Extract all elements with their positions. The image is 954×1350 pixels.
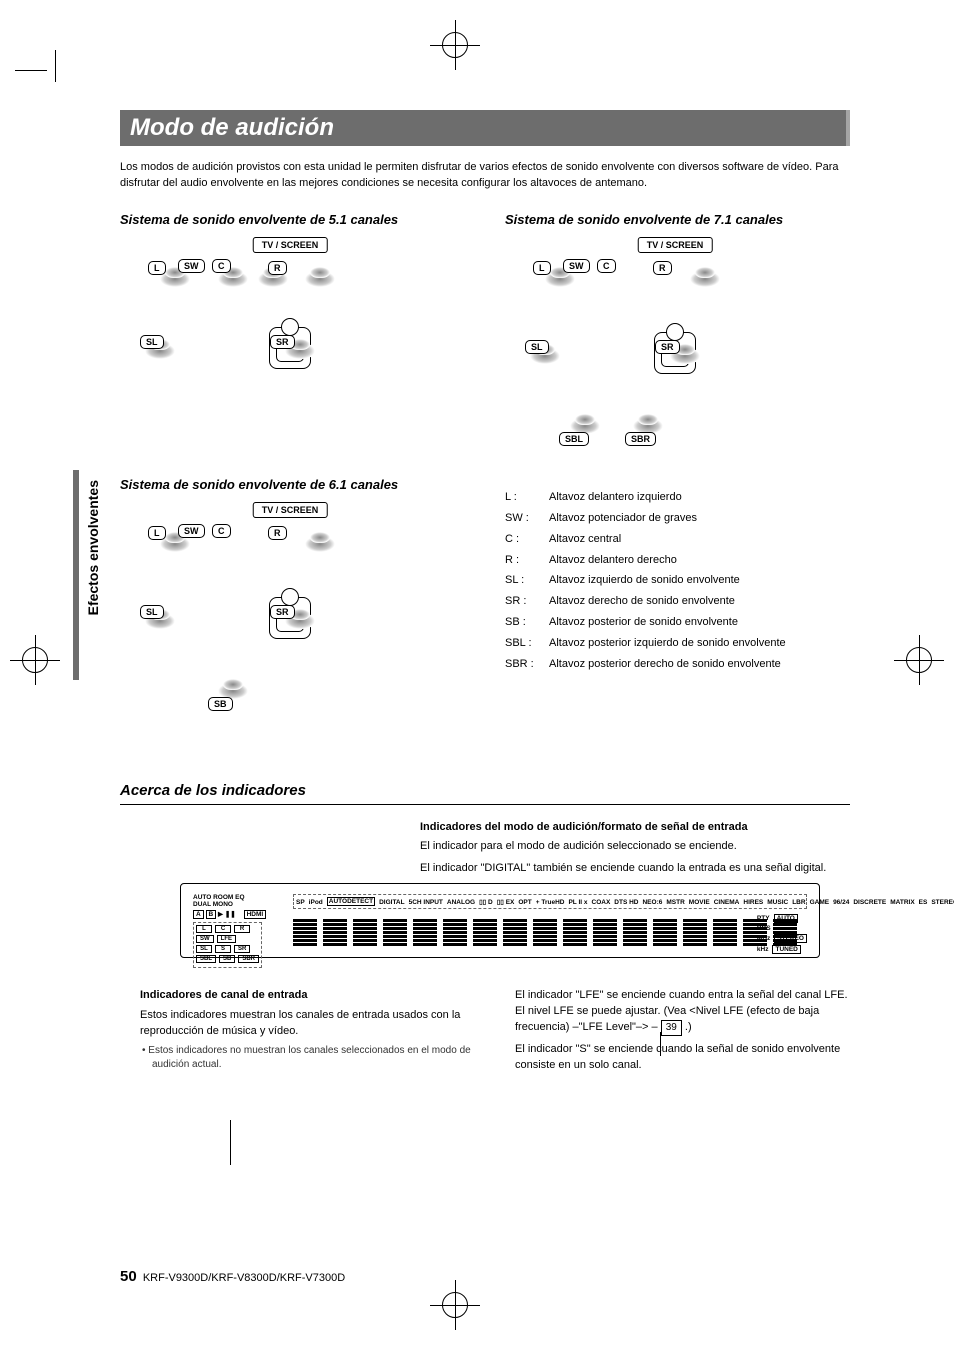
speaker-l: L: [148, 526, 166, 540]
speaker-sw: SW: [178, 259, 205, 273]
registration-mark: [430, 1280, 480, 1330]
ind-text-1: El indicador para el modo de audición se…: [420, 839, 850, 855]
lfe-text-1: El indicador "LFE" se enciende cuando en…: [515, 988, 850, 1036]
speaker-sr: SR: [655, 340, 680, 354]
disp-right-col: PTYAUTORDSMHzSTEREOkHzTUNED: [757, 914, 807, 956]
heading-indicators: Acerca de los indicadores: [120, 782, 850, 805]
speaker-sw: SW: [178, 524, 205, 538]
speaker-legend: L :Altavoz delantero izquierdoSW :Altavo…: [505, 487, 850, 675]
side-tab: Efectos envolventes: [85, 480, 101, 615]
disp-left-labels: AUTO ROOM EQ DUAL MONO A B ▶ ❚❚ HDMI: [193, 894, 266, 918]
speaker-sb: SB: [208, 697, 233, 711]
ind-subhead: Indicadores del modo de audición/formato…: [420, 821, 850, 833]
speaker-sr: SR: [270, 605, 295, 619]
speaker-l: L: [533, 261, 551, 275]
speaker-sr: SR: [270, 335, 295, 349]
page-footer: 50 KRF-V9300D/KRF-V8300D/KRF-V7300D: [120, 1268, 345, 1285]
speaker-c: C: [212, 259, 231, 273]
speaker-sl: SL: [525, 340, 549, 354]
lfe-text-2: El indicador "S" se enciende cuando la s…: [515, 1042, 850, 1074]
layout-5-1: TV / SCREEN L SW C R SL SR: [140, 237, 440, 437]
registration-mark: [894, 635, 944, 685]
ich-bullet: • Estos indicadores no muestran los cana…: [140, 1044, 475, 1073]
speaker-c: C: [597, 259, 616, 273]
speaker-r: R: [653, 261, 672, 275]
speaker-sl: SL: [140, 335, 164, 349]
callout-line: [230, 1120, 231, 1165]
ich-heading: Indicadores de canal de entrada: [140, 988, 475, 1004]
ind-text-2: El indicador "DIGITAL" también se encien…: [420, 861, 850, 877]
speaker-sbr: SBR: [625, 432, 656, 446]
layout-6-1: TV / SCREEN L SW C R SL SR SB: [140, 502, 440, 742]
speaker-c: C: [212, 524, 231, 538]
intro-text: Los modos de audición provistos con esta…: [120, 160, 850, 192]
speaker-l: L: [148, 261, 166, 275]
tv-screen-label: TV / SCREEN: [253, 237, 328, 253]
speaker-r: R: [268, 526, 287, 540]
section-title: Modo de audición: [120, 110, 850, 146]
ich-text: Estos indicadores muestran los canales d…: [140, 1008, 475, 1040]
registration-mark: [10, 635, 60, 685]
speaker-sbl: SBL: [559, 432, 589, 446]
crop-mark: [15, 50, 55, 90]
heading-7-1: Sistema de sonido envolvente de 7.1 cana…: [505, 212, 850, 227]
display-panel: AUTO ROOM EQ DUAL MONO A B ▶ ❚❚ HDMI SPi…: [180, 883, 820, 958]
disp-top-row: SPiPodAUTODETECTDIGITAL5CH INPUTANALOG▯▯…: [293, 894, 807, 909]
tv-screen-label: TV / SCREEN: [638, 237, 713, 253]
speaker-r: R: [268, 261, 287, 275]
callout-line: [660, 1032, 661, 1056]
heading-6-1: Sistema de sonido envolvente de 6.1 cana…: [120, 477, 465, 492]
speaker-sw: SW: [563, 259, 590, 273]
registration-mark: [430, 20, 480, 70]
side-tab-bar: [73, 470, 79, 680]
layout-7-1: TV / SCREEN L SW C R SL SR SBL SBR: [525, 237, 825, 477]
heading-5-1: Sistema de sonido envolvente de 5.1 cana…: [120, 212, 465, 227]
segment-display: [293, 919, 807, 949]
speaker-sl: SL: [140, 605, 164, 619]
tv-screen-label: TV / SCREEN: [253, 502, 328, 518]
channel-indicator-grid: LCRSWLFESLSSRSBLSBSBR: [193, 922, 262, 968]
